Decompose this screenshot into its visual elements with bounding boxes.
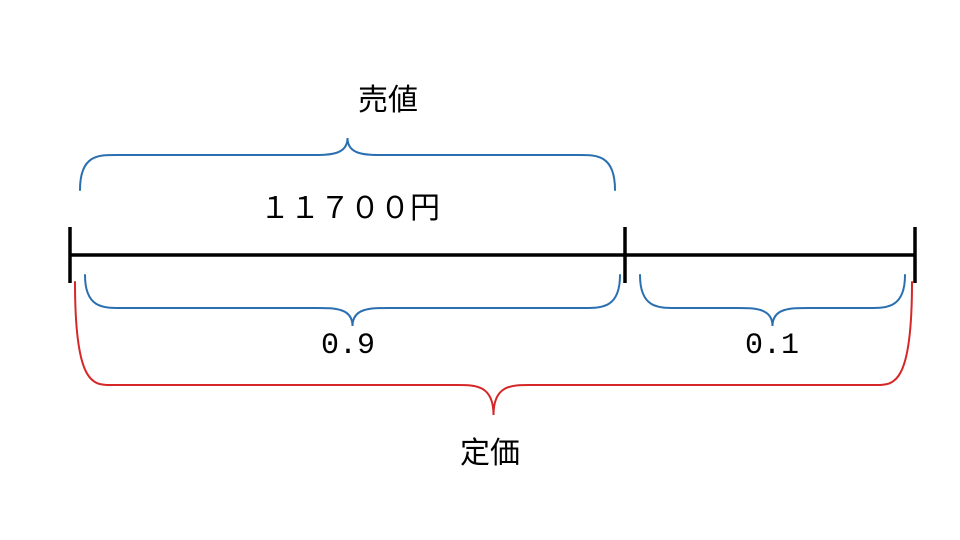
price-brace-diagram: 売値 １１７００円 0.9 0.1 定価	[0, 0, 960, 540]
label-fraction-left: 0.9	[321, 329, 375, 363]
label-selling-price: 売値	[358, 84, 418, 117]
label-list-price: 定価	[460, 437, 520, 470]
label-amount: １１７００円	[260, 192, 440, 225]
label-fraction-right: 0.1	[745, 329, 799, 363]
